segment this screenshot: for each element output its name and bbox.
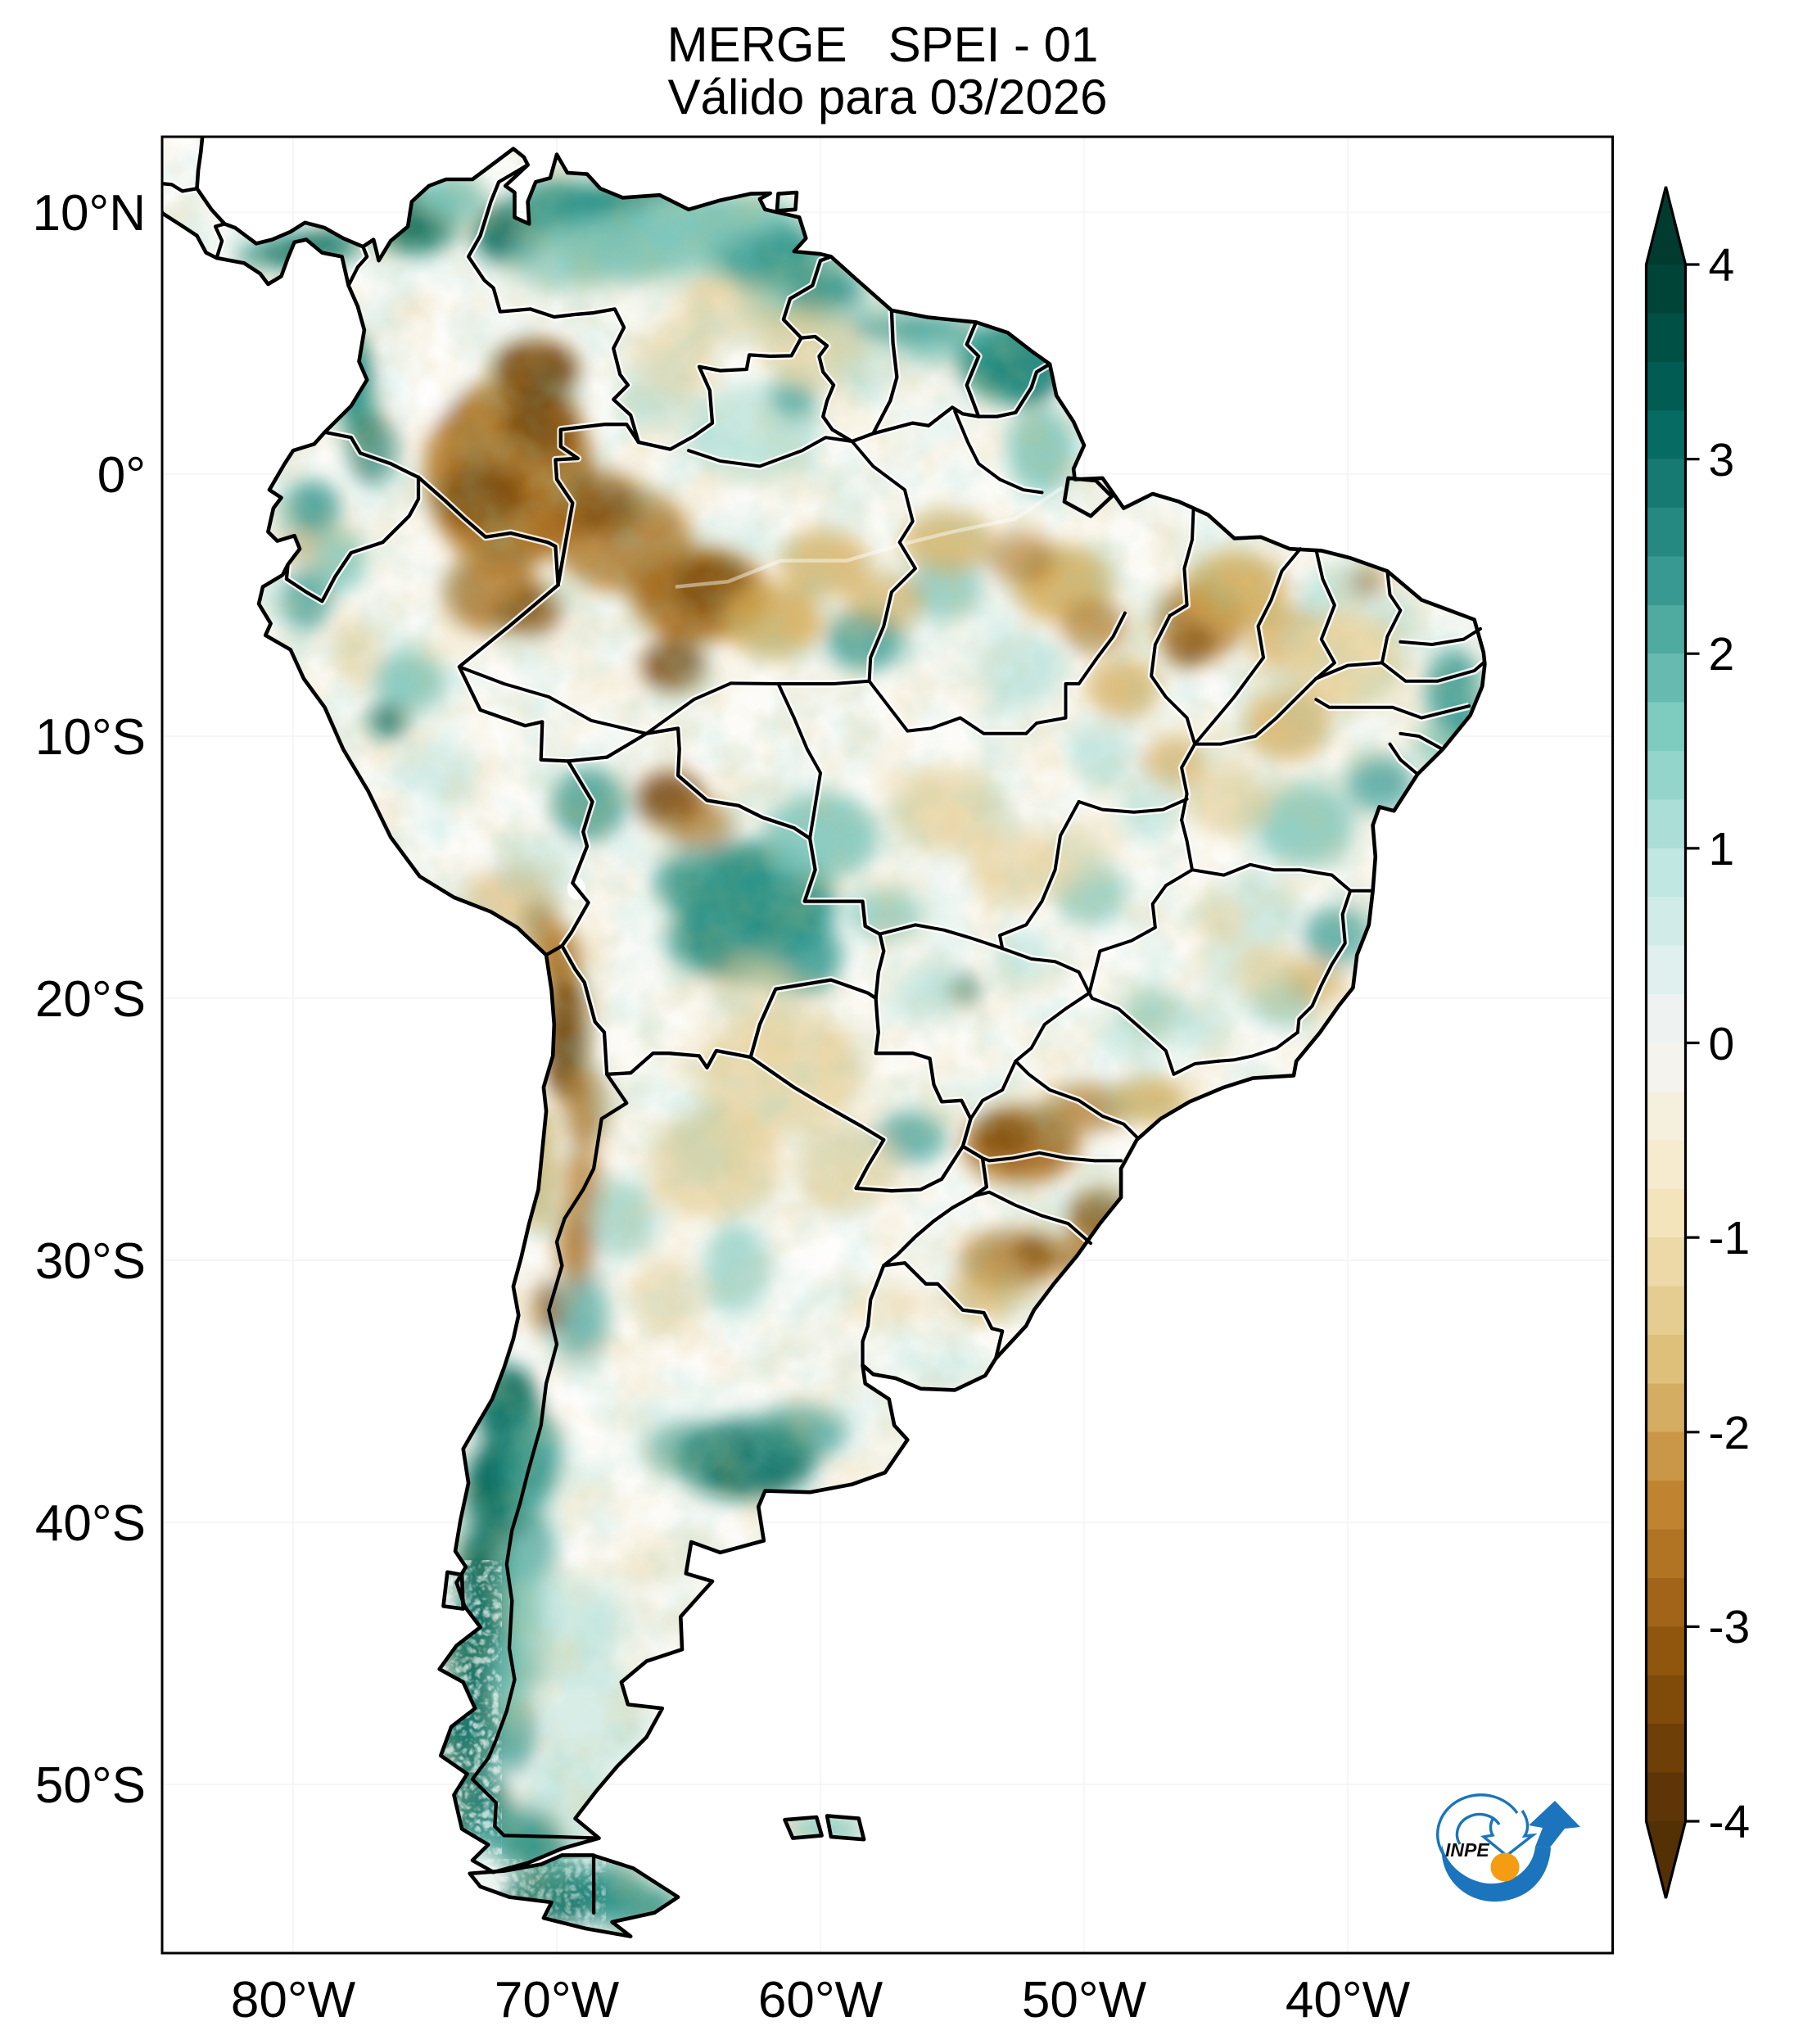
svg-text:50°W: 50°W	[1022, 1972, 1147, 2028]
svg-text:-4: -4	[1709, 1796, 1751, 1848]
svg-text:-3: -3	[1709, 1601, 1751, 1653]
svg-text:40°W: 40°W	[1286, 1972, 1411, 2028]
svg-text:60°W: 60°W	[758, 1972, 883, 2028]
svg-text:Válido para 03/2026: Válido para 03/2026	[667, 70, 1107, 124]
svg-text:0: 0	[1709, 1018, 1735, 1070]
svg-text:70°W: 70°W	[495, 1972, 620, 2028]
svg-text:50°S: 50°S	[35, 1757, 146, 1814]
svg-text:-2: -2	[1709, 1407, 1751, 1459]
svg-text:1: 1	[1709, 823, 1735, 875]
svg-text:-1: -1	[1709, 1212, 1751, 1264]
svg-text:0°: 0°	[97, 447, 146, 504]
svg-text:30°S: 30°S	[35, 1233, 146, 1290]
svg-text:4: 4	[1709, 239, 1735, 292]
svg-text:3: 3	[1709, 434, 1735, 486]
svg-text:80°W: 80°W	[231, 1972, 356, 2028]
svg-text:2: 2	[1709, 628, 1735, 681]
svg-text:INPE: INPE	[1445, 1839, 1489, 1861]
svg-text:20°S: 20°S	[35, 971, 146, 1028]
svg-text:MERGE SPEI - 01: MERGE SPEI - 01	[667, 17, 1099, 72]
svg-text:10°N: 10°N	[32, 185, 146, 242]
svg-text:40°S: 40°S	[35, 1495, 146, 1552]
svg-text:10°S: 10°S	[35, 709, 146, 766]
